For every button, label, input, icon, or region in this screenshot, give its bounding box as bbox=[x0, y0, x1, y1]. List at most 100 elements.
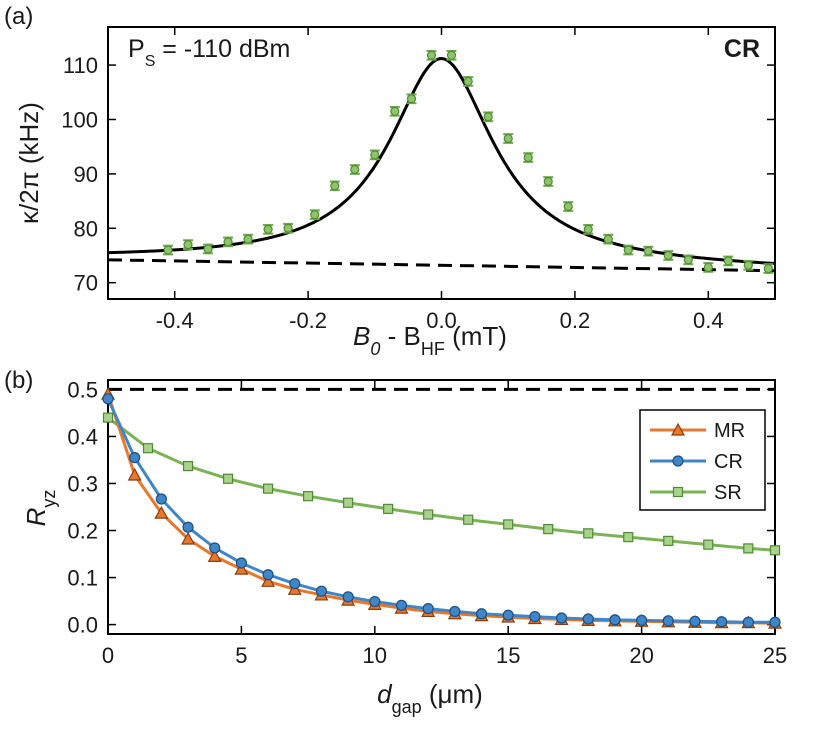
panel-a: (a) -0.4 -0.2 0.0 0.2 0.4 70 80 90 100 110 PS = -… bbox=[4, 3, 776, 359]
series-cr-marker bbox=[742, 616, 754, 628]
panel-b-plot-area bbox=[100, 386, 783, 629]
data-point bbox=[663, 250, 673, 261]
series-cr-marker bbox=[689, 615, 701, 627]
panel-b-x-tick-label: 20 bbox=[629, 643, 653, 668]
series-sr-marker bbox=[222, 473, 234, 484]
series-cr-marker bbox=[582, 613, 594, 625]
panel-b-x-title-sub: gap bbox=[392, 697, 422, 717]
data-point bbox=[310, 210, 320, 220]
panel-a-x-title-b-sub: 0 bbox=[370, 339, 380, 359]
series-sr-marker bbox=[703, 539, 714, 550]
series-sr-marker bbox=[262, 483, 274, 494]
series-sr-marker bbox=[383, 503, 394, 514]
panel-b-x-tick-label: 15 bbox=[496, 643, 520, 668]
panel-b-x-tick-label: 25 bbox=[763, 643, 787, 668]
background-dashed-line bbox=[107, 258, 776, 273]
data-point bbox=[483, 112, 493, 122]
power-annotation: PS = -110 dBm bbox=[128, 35, 290, 70]
panel-b-y-title: Ryz bbox=[21, 490, 59, 527]
legend-sr-label: SR bbox=[714, 482, 742, 504]
series-cr-marker bbox=[662, 615, 674, 627]
data-point bbox=[683, 255, 693, 265]
panel-a-y-tick-label: 70 bbox=[74, 271, 98, 296]
power-annotation-p: P bbox=[128, 35, 145, 63]
series-cr-marker bbox=[182, 521, 194, 533]
series-sr-marker bbox=[503, 519, 514, 530]
series-cr-marker bbox=[449, 605, 461, 618]
panel-a-x-tick-label: 0.4 bbox=[693, 308, 724, 333]
panel-a-y-title: κ/2π (kHz) bbox=[14, 102, 44, 224]
data-point bbox=[446, 50, 457, 60]
series-mr-marker bbox=[207, 549, 222, 562]
data-point bbox=[283, 223, 293, 233]
data-point bbox=[263, 224, 273, 234]
data-point bbox=[203, 244, 213, 254]
data-point bbox=[370, 150, 380, 160]
data-point bbox=[243, 234, 253, 244]
series-cr-marker bbox=[769, 616, 781, 628]
panel-a-label: (a) bbox=[4, 3, 33, 30]
legend-cr-marker bbox=[672, 455, 684, 467]
panel-a-x-title-b: B bbox=[353, 321, 370, 351]
panel-b-ticks: 0 5 10 15 20 25 0.0 0.1 0.2 0.3 0.4 0.5 bbox=[67, 377, 787, 668]
series-cr-marker bbox=[502, 609, 514, 621]
series-sr-marker bbox=[623, 532, 634, 543]
series-mr-marker bbox=[127, 467, 142, 481]
panel-b-y-tick-label: 0.2 bbox=[67, 519, 98, 544]
series-sr-marker bbox=[543, 524, 554, 535]
legend-mr-marker bbox=[670, 422, 686, 436]
series-cr-marker bbox=[369, 595, 381, 608]
panel-a-x-tick-label: -0.4 bbox=[156, 308, 194, 333]
series-cr-marker bbox=[422, 602, 434, 615]
series-sr-marker bbox=[142, 443, 154, 454]
panel-b: (b) 0 5 10 15 20 250.00.10.20.30.40.5 MRCRSR … bbox=[4, 367, 787, 717]
series-cr-marker bbox=[635, 614, 648, 626]
data-point bbox=[723, 256, 733, 266]
panel-a-x-tick-label: -0.2 bbox=[289, 308, 327, 333]
series-sr-marker bbox=[583, 528, 594, 539]
panel-b-x-tick-label: 0 bbox=[102, 643, 114, 668]
panel-a-plot-area bbox=[107, 49, 776, 274]
series-cr-marker bbox=[475, 608, 488, 620]
series-sr-marker bbox=[423, 509, 434, 520]
legend-mr-label: MR bbox=[714, 420, 745, 442]
panel-a-x-tick-label: 0.0 bbox=[426, 308, 457, 333]
series-sr-marker bbox=[463, 514, 474, 525]
legend-cr-label: CR bbox=[714, 451, 743, 473]
panel-b-y-tick-label: 0.5 bbox=[67, 377, 98, 402]
panel-b-y-title-r: R bbox=[21, 508, 51, 527]
series-sr-marker bbox=[102, 412, 114, 423]
data-point bbox=[523, 152, 533, 163]
series-cr-marker bbox=[102, 393, 114, 405]
panel-b-x-title-unit: (μm) bbox=[422, 679, 483, 709]
series-cr-marker bbox=[235, 557, 247, 569]
lorentzian-fit-curve bbox=[107, 57, 776, 266]
series-sr-marker bbox=[743, 543, 754, 554]
series-sr-marker bbox=[663, 535, 674, 546]
panel-a-x-title-mid-sub: HF bbox=[421, 339, 445, 359]
data-point bbox=[163, 245, 173, 255]
series-cr-marker bbox=[315, 585, 328, 597]
data-point bbox=[543, 176, 553, 187]
data-point bbox=[643, 246, 653, 256]
panel-b-x-tick-label: 5 bbox=[235, 643, 247, 668]
data-point bbox=[426, 50, 437, 60]
series-sr-marker bbox=[769, 545, 781, 556]
series-mr-marker bbox=[154, 505, 169, 519]
series-cr-marker bbox=[155, 493, 167, 505]
data-point bbox=[503, 133, 513, 144]
legend: MR CR SR bbox=[639, 409, 766, 511]
series-mr-marker bbox=[181, 531, 196, 545]
panel-a-x-title-unit: (mT) bbox=[445, 321, 507, 351]
panel-b-y-title-sub: yz bbox=[39, 490, 59, 508]
power-annotation-sub: S bbox=[145, 53, 156, 70]
data-point bbox=[763, 263, 773, 274]
panel-a-x-title: B0 - BHF (mT) bbox=[353, 321, 507, 359]
series-cr-marker bbox=[129, 452, 141, 464]
data-point bbox=[350, 164, 360, 175]
panel-b-frame bbox=[107, 379, 776, 635]
legend-sr-marker bbox=[672, 486, 684, 498]
panel-a-ticks: -0.4 -0.2 0.0 0.2 0.4 70 80 90 100 110 bbox=[61, 27, 775, 333]
data-point bbox=[406, 94, 417, 104]
